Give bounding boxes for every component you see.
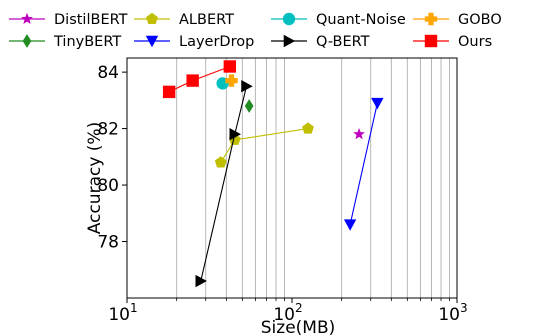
y-tick-label: 80 xyxy=(97,176,119,196)
ours-point xyxy=(186,74,199,87)
q-bert-line xyxy=(200,86,248,282)
legend-marker xyxy=(283,34,296,48)
y-tick-label: 82 xyxy=(97,120,119,140)
series-ours xyxy=(162,60,237,99)
series-layerdrop xyxy=(343,97,384,231)
x-axis-ticks: 101 102 103 xyxy=(108,298,468,325)
x-tick-label: 101 xyxy=(108,301,137,325)
series-albert xyxy=(214,122,314,168)
legend-item-ours: Ours xyxy=(413,34,492,50)
legend-item-q-bert: Q-BERT xyxy=(271,34,370,50)
series-tinybert xyxy=(244,99,254,113)
q-bert-point xyxy=(229,128,241,141)
gobo-point xyxy=(225,74,238,87)
legend-marker xyxy=(146,12,158,25)
distilbert-point xyxy=(353,128,365,140)
y-tick-label: 78 xyxy=(97,233,119,253)
x-tick-label: 102 xyxy=(273,301,302,325)
layerdrop-point xyxy=(343,219,357,231)
legend-marker xyxy=(21,12,33,25)
legend-label: Ours xyxy=(458,34,492,50)
legend-label: Q-BERT xyxy=(316,34,370,50)
legend-label: LayerDrop xyxy=(179,34,254,50)
legend-label: TinyBERT xyxy=(53,34,121,50)
x-minor-grid xyxy=(176,58,450,298)
legend-item-layerdrop: LayerDrop xyxy=(134,34,254,50)
legend-label: ALBERT xyxy=(179,12,234,28)
y-axis-label: Accuracy (%) xyxy=(85,122,105,234)
q-bert-point xyxy=(195,274,207,288)
legend-marker xyxy=(424,34,438,48)
series-q-bert xyxy=(195,80,253,288)
legend-marker xyxy=(282,12,296,26)
tinybert-point xyxy=(244,99,254,113)
y-tick-label: 84 xyxy=(97,63,119,83)
x-tick-label: 103 xyxy=(438,301,467,325)
series-gobo xyxy=(225,74,238,87)
layerdrop-line xyxy=(349,103,378,225)
ours-point xyxy=(162,85,176,99)
legend-item-distilbert: DistilBERT xyxy=(9,12,128,28)
legend-item-gobo: GOBO xyxy=(413,12,502,28)
legend: DistilBERT TinyBERT ALBERT LayerDrop Quant-N… xyxy=(9,12,502,50)
legend-label: GOBO xyxy=(458,12,502,28)
x-axis-label: Size(MB) xyxy=(261,318,336,336)
legend-label: Quant-Noise xyxy=(316,12,406,28)
y-axis-ticks: 78 80 82 84 xyxy=(97,63,127,253)
legend-marker xyxy=(145,35,159,48)
legend-item-albert: ALBERT xyxy=(134,12,234,28)
series-distilbert xyxy=(353,128,365,140)
legend-marker xyxy=(424,12,438,26)
legend-item-quant-noise: Quant-Noise xyxy=(271,12,406,28)
albert-point xyxy=(214,156,227,168)
series-layer xyxy=(162,60,384,288)
legend-marker xyxy=(22,34,32,48)
layerdrop-point xyxy=(371,97,384,110)
q-bert-point xyxy=(241,80,253,93)
legend-label: DistilBERT xyxy=(54,12,128,28)
legend-item-tinybert: TinyBERT xyxy=(9,34,121,50)
ours-point xyxy=(223,60,237,73)
albert-point xyxy=(302,122,314,134)
